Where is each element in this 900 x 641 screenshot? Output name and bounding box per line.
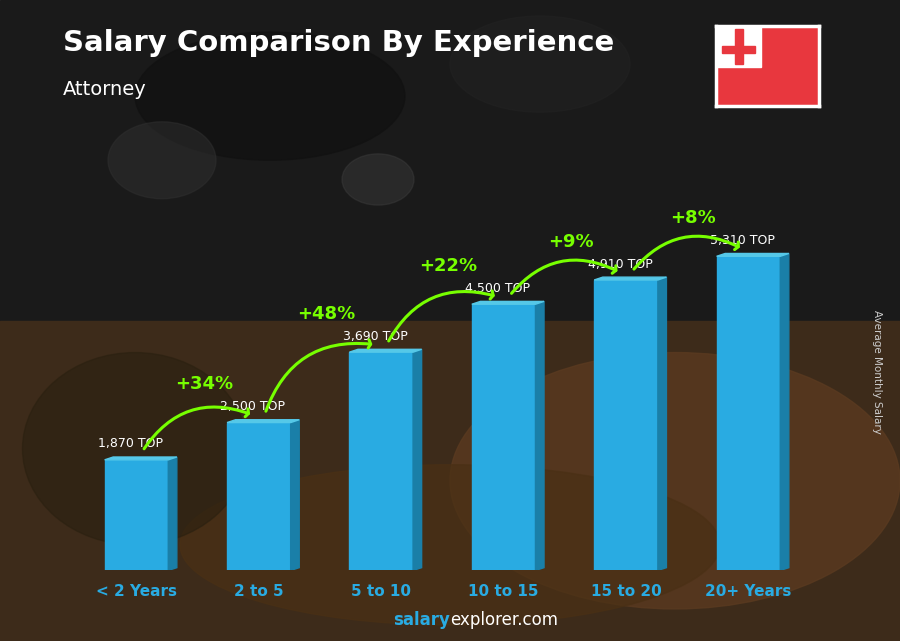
Ellipse shape bbox=[135, 32, 405, 160]
Bar bbox=[349, 352, 413, 570]
Text: 5,310 TOP: 5,310 TOP bbox=[710, 234, 775, 247]
Bar bbox=[722, 46, 755, 53]
Bar bbox=[104, 460, 168, 570]
Text: +22%: +22% bbox=[419, 257, 478, 275]
Circle shape bbox=[108, 122, 216, 199]
Polygon shape bbox=[168, 457, 176, 570]
Text: salary: salary bbox=[393, 612, 450, 629]
Circle shape bbox=[342, 154, 414, 205]
Polygon shape bbox=[536, 301, 544, 570]
Bar bbox=[0, 0, 900, 320]
Bar bbox=[716, 26, 761, 67]
Text: 4,500 TOP: 4,500 TOP bbox=[465, 282, 530, 295]
Text: 1,870 TOP: 1,870 TOP bbox=[98, 437, 163, 451]
Polygon shape bbox=[594, 277, 666, 280]
Text: +9%: +9% bbox=[548, 233, 594, 251]
Text: Average Monthly Salary: Average Monthly Salary bbox=[872, 310, 883, 434]
Polygon shape bbox=[658, 277, 666, 570]
Bar bbox=[0, 320, 900, 641]
Polygon shape bbox=[227, 420, 299, 422]
Bar bbox=[716, 256, 780, 570]
Polygon shape bbox=[472, 301, 544, 304]
Polygon shape bbox=[780, 253, 788, 570]
Text: +34%: +34% bbox=[175, 376, 233, 394]
Bar bbox=[227, 422, 291, 570]
Text: explorer.com: explorer.com bbox=[450, 612, 558, 629]
Polygon shape bbox=[413, 349, 421, 570]
Bar bbox=[594, 280, 658, 570]
Ellipse shape bbox=[22, 353, 248, 545]
Polygon shape bbox=[349, 349, 421, 352]
Polygon shape bbox=[291, 420, 299, 570]
Text: 3,690 TOP: 3,690 TOP bbox=[343, 329, 408, 343]
Text: Attorney: Attorney bbox=[63, 80, 147, 99]
Polygon shape bbox=[716, 253, 788, 256]
Text: 4,910 TOP: 4,910 TOP bbox=[588, 258, 652, 271]
Text: 2,500 TOP: 2,500 TOP bbox=[220, 400, 285, 413]
Bar bbox=[472, 304, 536, 570]
Text: +8%: +8% bbox=[670, 209, 716, 227]
Ellipse shape bbox=[450, 16, 630, 112]
Text: +48%: +48% bbox=[297, 305, 356, 323]
Polygon shape bbox=[104, 457, 176, 460]
Bar bbox=[734, 29, 743, 64]
Ellipse shape bbox=[450, 353, 900, 609]
Ellipse shape bbox=[180, 465, 720, 625]
Text: Salary Comparison By Experience: Salary Comparison By Experience bbox=[63, 29, 614, 57]
